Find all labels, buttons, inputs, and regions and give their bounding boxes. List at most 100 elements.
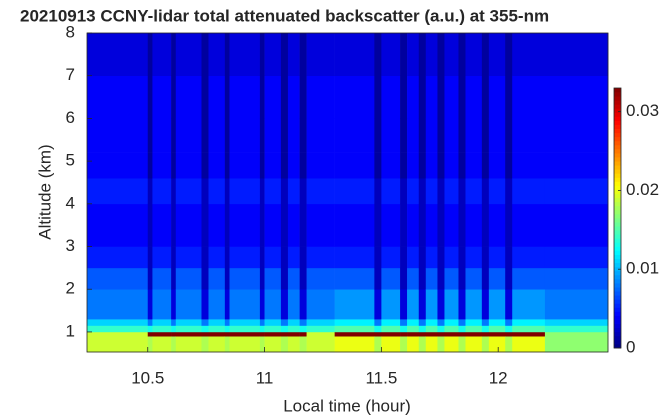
heatmap-cell bbox=[287, 246, 300, 269]
heatmap-cell bbox=[505, 33, 513, 77]
y-tick-label: 7 bbox=[66, 65, 75, 84]
heatmap-cell bbox=[437, 33, 445, 77]
heatmap-cell bbox=[259, 75, 265, 119]
heatmap-cell bbox=[374, 331, 382, 337]
colorbar-segment bbox=[614, 295, 621, 300]
heatmap-cell bbox=[287, 319, 300, 326]
heatmap-cell bbox=[458, 118, 466, 153]
heatmap-cell bbox=[334, 325, 375, 333]
heatmap-cell bbox=[264, 178, 282, 205]
heatmap-cell bbox=[152, 267, 172, 290]
heatmap-cell bbox=[208, 178, 226, 205]
heatmap-cell bbox=[201, 178, 209, 205]
y-tick-label: 6 bbox=[66, 108, 75, 127]
heatmap-cell bbox=[224, 152, 230, 179]
heatmap-cell bbox=[208, 203, 226, 247]
heatmap-cell bbox=[481, 33, 490, 77]
heatmap-cell bbox=[152, 203, 172, 247]
heatmap-cell bbox=[381, 152, 401, 179]
heatmap-cell bbox=[505, 325, 513, 333]
heatmap-cell bbox=[407, 319, 420, 326]
heatmap-cell bbox=[264, 203, 282, 247]
heatmap-cell bbox=[259, 289, 265, 320]
colorbar-segment bbox=[614, 193, 621, 199]
heatmap-cell bbox=[299, 325, 307, 333]
heatmap-cell bbox=[425, 319, 438, 326]
colorbar-segment bbox=[614, 161, 621, 166]
heatmap-cell bbox=[407, 152, 420, 179]
heatmap-cell bbox=[458, 319, 466, 326]
heatmap-cell bbox=[264, 289, 282, 320]
colorbar-segment bbox=[614, 92, 621, 97]
heatmap-cell bbox=[512, 118, 546, 153]
colorbar-segment bbox=[614, 343, 621, 349]
heatmap-cell bbox=[152, 319, 172, 326]
heatmap-cell bbox=[171, 267, 177, 290]
y-tick-label: 8 bbox=[66, 22, 75, 41]
heatmap-cell bbox=[465, 325, 483, 333]
heatmap-cell bbox=[287, 33, 300, 77]
heatmap-cell bbox=[201, 203, 209, 247]
heatmap-cell bbox=[444, 152, 459, 179]
heatmap-cell bbox=[418, 289, 427, 320]
heatmap-cell bbox=[425, 331, 438, 337]
heatmap-cell bbox=[280, 118, 289, 153]
heatmap-cell bbox=[280, 331, 289, 337]
heatmap-cell bbox=[488, 319, 506, 326]
colorbar-segment bbox=[614, 189, 621, 195]
heatmap-cell bbox=[175, 325, 202, 333]
heatmap-cell bbox=[152, 178, 172, 205]
heatmap-cell bbox=[374, 33, 382, 77]
heatmap-cell bbox=[381, 336, 401, 353]
heatmap-cell bbox=[259, 267, 265, 290]
heatmap-cell bbox=[437, 336, 445, 353]
heatmap-cell bbox=[465, 33, 483, 77]
heatmap-cell bbox=[171, 118, 177, 153]
heatmap-cell bbox=[418, 319, 427, 326]
heatmap-cell bbox=[512, 336, 546, 353]
colorbar-segment bbox=[614, 128, 621, 134]
heatmap-cell bbox=[400, 178, 408, 205]
colorbar-segment bbox=[614, 173, 621, 178]
heatmap-cell bbox=[287, 118, 300, 153]
heatmap-cell bbox=[280, 289, 289, 320]
colorbar-segment bbox=[614, 181, 621, 186]
heatmap-cell bbox=[208, 319, 226, 326]
heatmap-cell bbox=[229, 331, 261, 337]
heatmap-cell bbox=[444, 331, 459, 337]
heatmap-cell bbox=[201, 325, 209, 333]
heatmap-cell bbox=[374, 152, 382, 179]
chart-title: 20210913 CCNY-lidar total attenuated bac… bbox=[20, 6, 549, 25]
colorbar-segment bbox=[614, 283, 621, 288]
heatmap-cell bbox=[544, 325, 609, 333]
heatmap-cell bbox=[87, 289, 149, 320]
heatmap-cell bbox=[147, 75, 153, 119]
heatmap-cell bbox=[444, 267, 459, 290]
heatmap-cell bbox=[147, 152, 153, 179]
colorbar-segment bbox=[614, 148, 621, 154]
heatmap-cell bbox=[280, 203, 289, 247]
heatmap-cell bbox=[374, 75, 382, 119]
heatmap-cell bbox=[224, 75, 230, 119]
heatmap-cell bbox=[147, 319, 153, 326]
heatmap-cell bbox=[437, 325, 445, 333]
heatmap-cell bbox=[334, 331, 375, 337]
heatmap-cell bbox=[334, 267, 375, 290]
colorbar-segment bbox=[614, 319, 621, 325]
heatmap-cell bbox=[400, 325, 408, 333]
heatmap-cell bbox=[280, 246, 289, 269]
colorbar-segment bbox=[614, 303, 621, 308]
heatmap-cell bbox=[418, 33, 427, 77]
heatmap-cell bbox=[505, 152, 513, 179]
heatmap-cell bbox=[444, 319, 459, 326]
heatmap-cell bbox=[418, 331, 427, 337]
heatmap-cell bbox=[299, 75, 307, 119]
heatmap-cell bbox=[374, 319, 382, 326]
heatmap-cell bbox=[201, 267, 209, 290]
heatmap-cell bbox=[418, 203, 427, 247]
heatmap-cell bbox=[407, 33, 420, 77]
colorbar-segment bbox=[614, 124, 621, 130]
heatmap-cell bbox=[287, 325, 300, 333]
heatmap-cell bbox=[407, 75, 420, 119]
y-tick-label: 2 bbox=[66, 279, 75, 298]
